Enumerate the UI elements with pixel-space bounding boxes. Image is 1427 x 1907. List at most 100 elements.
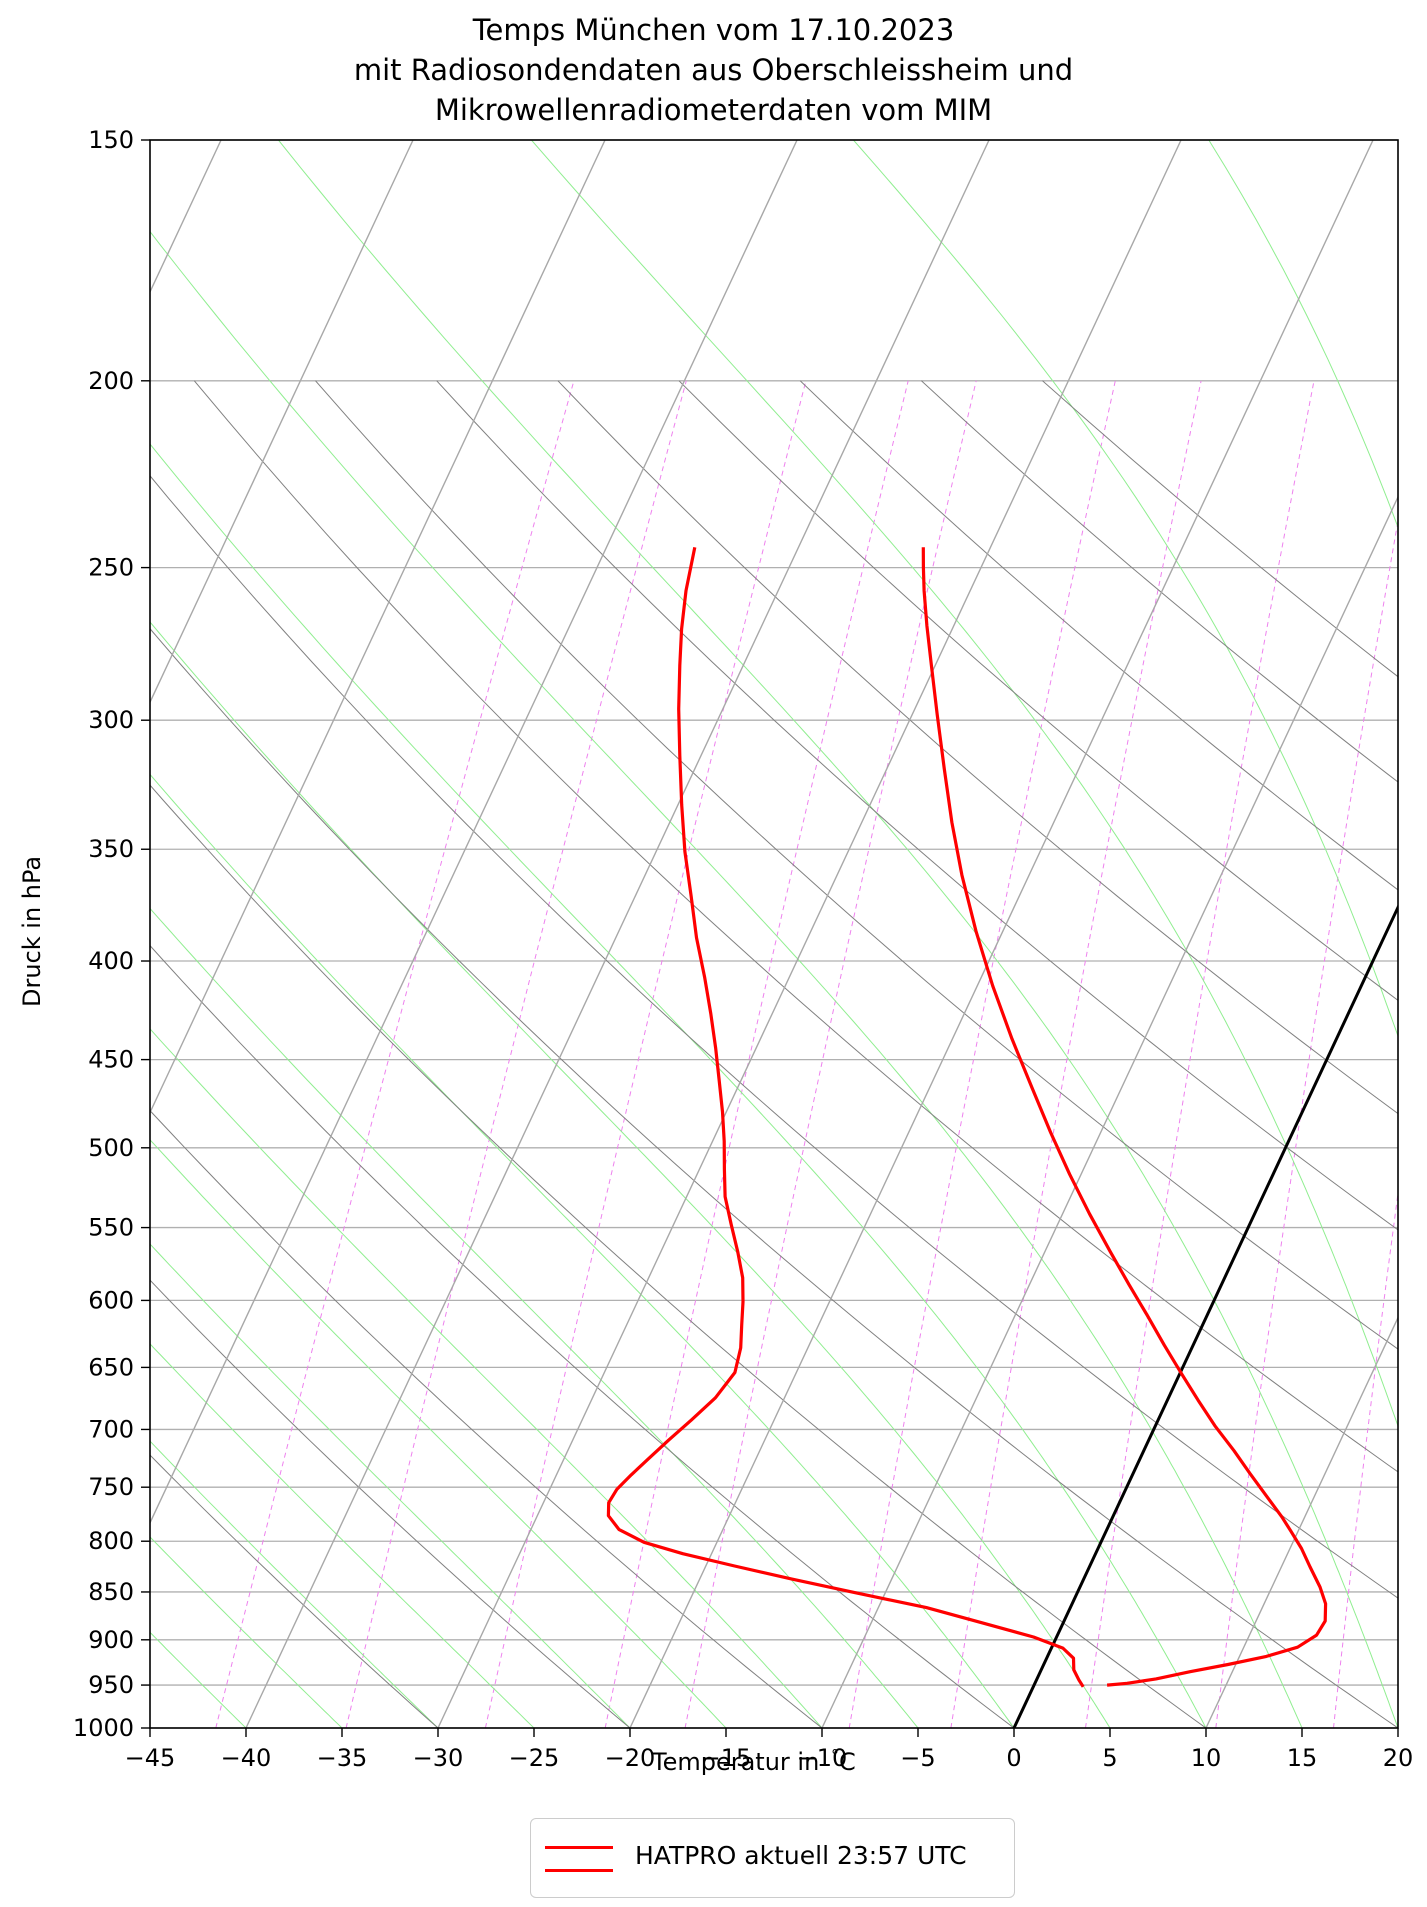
y-tick-label: 700 [88, 1415, 134, 1443]
moist-adiabat-line [150, 230, 1303, 1728]
y-tick-label: 200 [88, 367, 134, 395]
pressure-gridlines [150, 139, 1398, 1729]
isotherm-line [150, 140, 606, 1115]
dry-adiabat-line [799, 380, 1398, 891]
x-tick-label: −45 [125, 1744, 176, 1772]
x-tick-label: 20 [1383, 1744, 1414, 1772]
moist-adiabat-line [150, 773, 1015, 1728]
y-tick-label: 850 [88, 1578, 134, 1606]
moist-adiabat-line [150, 1243, 631, 1728]
mixing-ratio-line [604, 380, 909, 1728]
plot-frame [149, 139, 1399, 1729]
dry-adiabat-line [150, 1454, 439, 1728]
mixing-ratio-line [215, 380, 575, 1728]
x-tick-label: −10 [797, 1744, 848, 1772]
mixing-ratio-line [484, 380, 807, 1728]
dry-adiabat-line [1042, 380, 1398, 678]
y-tick-label: 600 [88, 1286, 134, 1314]
isotherm-line [245, 140, 990, 1728]
isotherm-line [629, 140, 1374, 1728]
dry-adiabat-line [150, 627, 1398, 1728]
y-tick-label: 450 [88, 1046, 134, 1074]
dry-adiabat-line [150, 475, 1398, 1599]
chart-title-line-1: Temps München vom 17.10.2023 [472, 13, 955, 47]
dry-adiabat-line [315, 380, 1398, 1350]
moist-adiabat-line [278, 140, 1398, 1728]
isotherm-line [1013, 905, 1398, 1728]
dewpoint-profile-line [606, 546, 1085, 1688]
x-axis-label-text: Temperatur in [652, 1748, 820, 1776]
isotherm-line [150, 140, 414, 704]
dry-adiabat-line [678, 380, 1398, 1002]
mixing-ratio-lines [215, 380, 1427, 1728]
y-tick-label: 650 [88, 1353, 134, 1381]
dry-adiabat-line [557, 380, 1398, 1115]
x-tick-label: −40 [221, 1744, 272, 1772]
mixing-ratio-line [345, 380, 687, 1728]
zero-degree-isotherm [1012, 903, 1398, 1728]
isotherm-line [1397, 1726, 1398, 1728]
dry-adiabat-line [436, 380, 1398, 1231]
x-axis: −45 −40 −35 −30 −25 −20 −15 −10 −5 0 5 10 15 20 [125, 1728, 1414, 1772]
mixing-ratio-line [1085, 380, 1315, 1728]
dry-adiabat-line [921, 380, 1398, 783]
moist-adiabat-line [150, 907, 919, 1728]
y-tick-label: 950 [88, 1671, 134, 1699]
x-axis-label: Temperatur in °C [652, 1746, 856, 1776]
x-tick-label: −20 [605, 1744, 656, 1772]
x-tick-label: 15 [1287, 1744, 1318, 1772]
moist-adiabats [150, 140, 1398, 1728]
y-tick-label: 900 [88, 1626, 134, 1654]
y-tick-label: 300 [88, 706, 134, 734]
dry-adiabat-line [193, 380, 1398, 1473]
y-tick-label: 350 [88, 835, 134, 863]
mixing-ratio-line [848, 380, 1116, 1728]
moist-adiabat-line [853, 140, 1398, 1038]
x-tick-label: −35 [317, 1744, 368, 1772]
degree-symbol: ° [830, 1746, 839, 1765]
x-tick-label: −30 [413, 1744, 464, 1772]
isotherm-line [1205, 1316, 1398, 1728]
mixing-ratio-line [1420, 381, 1427, 1728]
moist-adiabat-line [150, 443, 1207, 1728]
y-tick-label: 1000 [73, 1714, 134, 1742]
x-tick-label: −15 [701, 1744, 752, 1772]
mixing-ratio-line [950, 380, 1202, 1728]
moist-adiabat-line [531, 140, 1398, 1428]
y-tick-label: 550 [88, 1214, 134, 1242]
x-tick-label: 5 [1102, 1744, 1117, 1772]
dry-adiabat-line [150, 1279, 631, 1728]
chart-title-line-3: Mikrowellenradiometerdaten vom MIM [434, 93, 993, 127]
skewed-isotherms [150, 140, 1398, 1728]
x-tick-label: −5 [900, 1744, 935, 1772]
isotherm-line [821, 495, 1398, 1728]
legend-label: HATPRO aktuell 23:57 UTC [635, 1841, 967, 1870]
legend-swatch-temperature [545, 1846, 613, 1849]
isotherm-line [437, 140, 1182, 1728]
profile-series [606, 546, 1328, 1688]
y-tick-label: 400 [88, 947, 134, 975]
legend-swatch-dewpoint [545, 1869, 613, 1872]
mixing-ratio-line [1215, 518, 1398, 1728]
moist-adiabat-line [150, 1139, 727, 1728]
y-tick-label: 750 [88, 1473, 134, 1501]
y-axis-label: Druck in hPa [18, 855, 46, 1007]
moist-adiabat-line [150, 1536, 343, 1728]
dry-adiabats [150, 380, 1398, 1728]
dry-adiabat-line [150, 1109, 823, 1728]
x-tick-label: 10 [1191, 1744, 1222, 1772]
x-tick-label: 0 [1006, 1744, 1021, 1772]
y-tick-label: 500 [88, 1134, 134, 1162]
x-axis-label-unit: C [838, 1748, 856, 1776]
moist-adiabat-line [150, 621, 1111, 1728]
y-tick-label: 250 [88, 554, 134, 582]
chart-title-line-2: mit Radiosondendaten aus Oberschleisshei… [353, 53, 1074, 87]
y-axis: 150 200 250 300 350 400 450 500 550 600 650 700 750 8… [73, 126, 150, 1742]
y-tick-label: 150 [88, 126, 134, 154]
moist-adiabat-line [150, 1440, 439, 1728]
moist-adiabat-line [150, 1028, 823, 1728]
mixing-ratio-line [1333, 1189, 1398, 1728]
isotherm-line [150, 140, 798, 1525]
legend: HATPRO aktuell 23:57 UTC [530, 1818, 1015, 1898]
temperature-profile-line [921, 547, 1328, 1687]
